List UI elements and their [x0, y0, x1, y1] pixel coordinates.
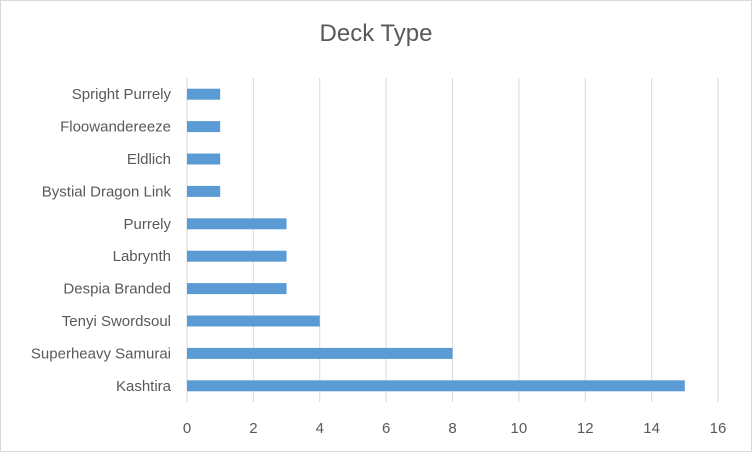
bar-5: [187, 218, 287, 230]
x-tick-label-5: 10: [511, 420, 528, 437]
bar-6: [187, 185, 221, 197]
x-tick-label-0: 0: [183, 420, 191, 437]
bar-7: [187, 153, 221, 165]
x-tick-label-1: 2: [249, 420, 257, 437]
category-label-6: Bystial Dragon Link: [42, 183, 172, 200]
category-label-4: Labrynth: [113, 248, 171, 265]
category-label-2: Tenyi Swordsoul: [62, 313, 171, 330]
category-label-1: Superheavy Samurai: [31, 345, 171, 362]
x-tick-label-4: 8: [448, 420, 456, 437]
category-label-9: Spright Purrely: [72, 86, 172, 103]
category-label-8: Floowandereeze: [60, 119, 171, 136]
x-tick-label-3: 6: [382, 420, 390, 437]
category-label-0: Kashtira: [116, 378, 172, 395]
category-label-7: Eldlich: [127, 151, 171, 168]
chart-title: Deck Type: [319, 20, 433, 47]
category-label-5: Purrely: [123, 216, 171, 233]
bar-1: [187, 347, 453, 359]
x-tick-label-2: 4: [316, 420, 324, 437]
bar-4: [187, 250, 287, 262]
category-label-3: Despia Branded: [63, 281, 171, 298]
bar-2: [187, 315, 320, 327]
x-tick-label-7: 14: [643, 420, 660, 437]
x-tick-label-6: 12: [577, 420, 594, 437]
bar-9: [187, 88, 221, 100]
x-tick-label-8: 16: [710, 420, 727, 437]
bar-3: [187, 283, 287, 295]
bar-0: [187, 380, 685, 392]
bar-8: [187, 121, 221, 133]
